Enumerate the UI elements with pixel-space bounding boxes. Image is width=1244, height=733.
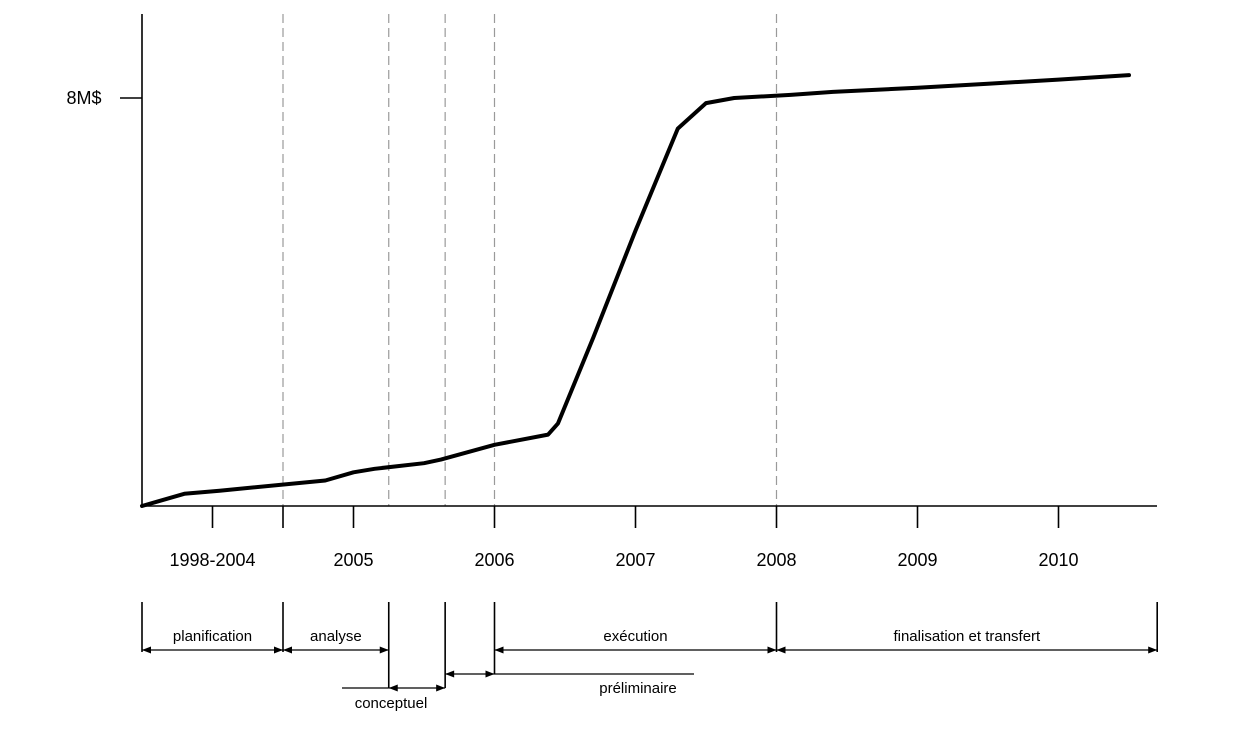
series-point-0-1 [154,500,158,504]
series-point-0-12 [591,336,595,340]
series-point-0-20 [986,82,990,86]
x-tick-label-2: 2006 [474,550,514,570]
phase-span-2-arrow-left [388,684,398,692]
phase-span-2-arrow-right [436,684,446,692]
y-tick-label-0: 8M$ [66,88,101,108]
series-line-0 [140,73,1131,508]
series-group [140,73,1131,508]
phase-boundary-guides [282,14,778,506]
series-point-0-11 [556,421,560,425]
x-tick-label-6: 2010 [1038,550,1078,570]
phase-span-0-arrow-left [142,646,151,654]
x-axis-ticks: 1998-2004 2005 2006 2007 2008 2009 2010 [169,506,1079,570]
series-point-0-3 [217,489,222,493]
series-point-0-15 [704,101,708,105]
phase-label-5: finalisation et transfert [893,628,1041,645]
series-point-0-7 [422,461,426,465]
x-tick-label-4: 2008 [756,550,796,570]
series-point-0-16 [732,96,736,100]
x-tick-label-3: 2007 [615,550,655,570]
phase-annotations: planification analyse conceptuel préliminai… [141,602,1158,712]
phase-label-0: planification [173,628,252,645]
x-tick-label-1: 2005 [333,550,373,570]
x-tick-label-0: 1998-2004 [169,550,255,570]
series-point-0-14 [676,127,680,131]
series-point-0-22 [1127,73,1131,77]
phase-span-1-arrow-right [379,646,389,654]
phase-span-1-arrow-left [283,646,292,654]
phase-label-4: exécution [603,628,667,645]
phase-label-1: analyse [310,628,362,645]
series-point-0-8 [439,457,443,462]
series-point-0-21 [1056,78,1061,82]
phase-span-4-arrow-left [494,646,504,654]
phase-span-5-arrow-right [1148,646,1158,654]
series-point-0-17 [789,93,793,97]
series-point-0-13 [633,229,638,233]
phase-label-2: conceptuel [355,695,428,712]
series-point-0-0 [140,504,144,508]
series-point-0-10 [546,433,550,437]
series-point-0-6 [373,467,377,471]
series-point-0-18 [831,90,835,94]
phase-span-4-arrow-right [767,646,777,654]
phase-span-3-arrow-left [445,670,455,678]
phase-span-5-arrow-left [776,646,786,654]
phase-span-0-arrow-right [274,646,283,654]
series-point-0-4 [323,478,327,483]
series-point-0-5 [351,470,356,474]
axes [141,14,1157,507]
series-point-0-19 [915,86,920,90]
x-tick-label-5: 2009 [897,550,937,570]
phase-span-3-arrow-right [485,670,495,678]
phase-label-3: préliminaire [599,680,677,697]
series-point-0-9 [492,443,497,447]
y-axis-ticks: 8M$ [66,88,142,108]
series-point-0-2 [182,492,186,496]
